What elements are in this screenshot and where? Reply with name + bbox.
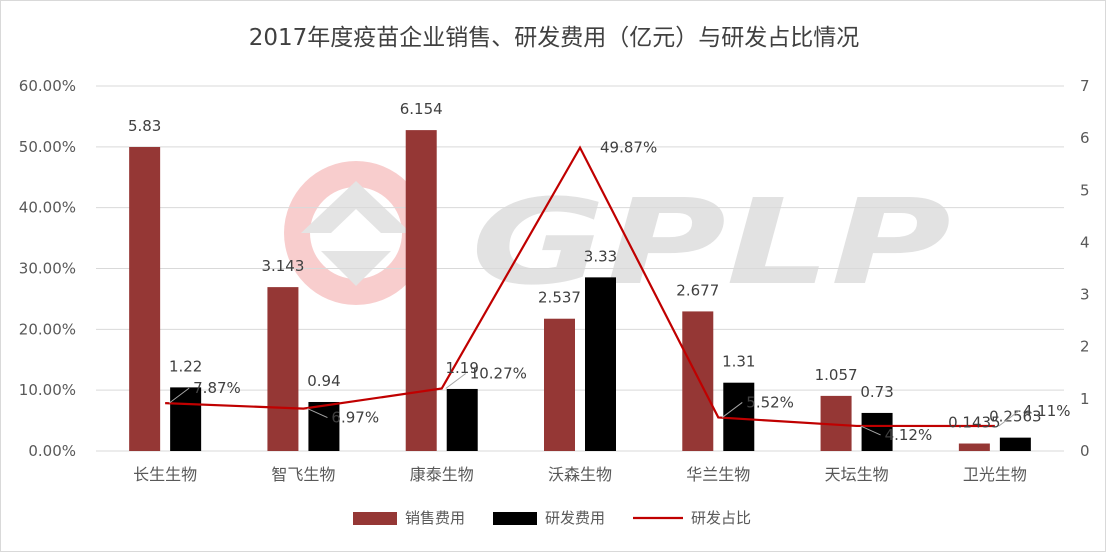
category-label: 长生生物 — [133, 465, 197, 484]
left-axis: 0.00% 10.00% 20.00% 30.00% 40.00% 50.00% 60.00… — [19, 77, 76, 460]
right-tick-label: 6 — [1080, 129, 1090, 147]
data-label-ratio: 10.27% — [470, 365, 527, 383]
left-tick-label: 10.00% — [19, 381, 76, 399]
data-label-ratio: 49.87% — [600, 139, 657, 157]
bar-rnd — [1000, 438, 1031, 451]
gridlines — [96, 86, 1064, 451]
legend-swatch-0 — [353, 512, 397, 525]
legend-swatch-1 — [493, 512, 537, 525]
left-tick-label: 0.00% — [28, 442, 76, 460]
left-tick-label: 50.00% — [19, 138, 76, 156]
right-tick-label: 2 — [1080, 338, 1090, 356]
right-tick-label: 3 — [1080, 286, 1090, 304]
right-tick-label: 5 — [1080, 181, 1090, 199]
data-label-ratio: 5.52% — [746, 393, 794, 411]
data-label-sales: 6.154 — [400, 100, 443, 118]
category-label: 沃森生物 — [548, 465, 612, 484]
right-tick-label: 4 — [1080, 233, 1090, 251]
bar-sales — [959, 444, 990, 451]
category-label: 智飞生物 — [271, 465, 335, 484]
category-label: 华兰生物 — [686, 465, 750, 484]
data-label-ratio: 6.97% — [331, 409, 379, 427]
bar-rnd — [447, 389, 478, 451]
data-label-ratio: 4.11% — [1023, 402, 1071, 420]
data-label-rnd: 0.94 — [307, 372, 340, 390]
data-label-ratio: 7.87% — [193, 379, 241, 397]
data-label-sales: 2.677 — [676, 281, 719, 299]
category-label: 卫光生物 — [963, 465, 1027, 484]
data-label-rnd: 0.73 — [860, 383, 893, 401]
legend-label-2: 研发占比 — [691, 509, 751, 527]
data-label-sales: 5.83 — [128, 117, 161, 135]
right-axis: 0 1 2 3 4 5 6 7 — [1080, 77, 1090, 460]
legend: 销售费用 研发费用 研发占比 — [353, 509, 751, 527]
bar-sales — [267, 287, 298, 451]
left-tick-label: 30.00% — [19, 260, 76, 278]
category-labels: 长生生物 智飞生物 康泰生物 沃森生物 华兰生物 天坛生物 卫光生物 — [133, 465, 1027, 484]
chart-title: 2017年度疫苗企业销售、研发费用（亿元）与研发占比情况 — [249, 25, 860, 51]
bar-sales — [406, 130, 437, 451]
bar-sales — [544, 319, 575, 451]
data-label-sales: 2.537 — [538, 289, 581, 307]
data-label-sales: 3.143 — [261, 257, 304, 275]
bar-sales — [129, 147, 160, 451]
legend-label-1: 研发费用 — [545, 509, 605, 527]
legend-label-0: 销售费用 — [405, 509, 465, 527]
data-label-rnd: 1.31 — [722, 353, 755, 371]
data-label-rnd: 3.33 — [584, 247, 617, 265]
right-tick-label: 7 — [1080, 77, 1090, 95]
category-label: 康泰生物 — [410, 465, 474, 484]
data-label-ratio: 4.12% — [885, 426, 933, 444]
data-label-rnd: 1.22 — [169, 357, 202, 375]
right-tick-label: 0 — [1080, 442, 1090, 460]
bar-rnd — [585, 277, 616, 451]
category-label: 天坛生物 — [825, 465, 889, 484]
bar-sales — [682, 311, 713, 451]
left-tick-label: 20.00% — [19, 320, 76, 338]
left-tick-label: 60.00% — [19, 77, 76, 95]
data-label-sales: 1.057 — [815, 366, 858, 384]
right-tick-label: 1 — [1080, 390, 1090, 408]
left-tick-label: 40.00% — [19, 199, 76, 217]
